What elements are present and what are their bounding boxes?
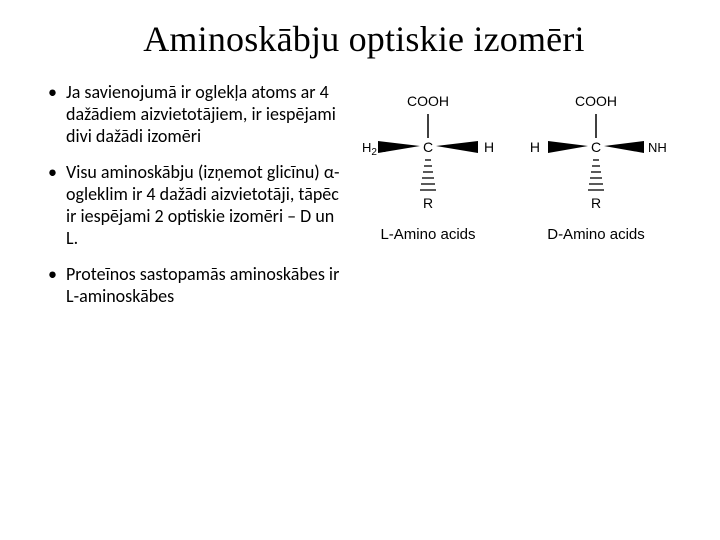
label-h: H [484,139,494,155]
wedge-solid-right [436,141,478,153]
label-c: C [591,139,601,155]
molecule-d-svg: COOH C H NH2 [526,86,666,216]
body-row: Ja savienojumā ir oglekļa atoms ar 4 daž… [48,82,680,322]
label-c: C [423,139,433,155]
label-cooh: COOH [575,93,617,109]
molecule-l: COOH C H2N H [358,86,498,322]
bullet-list: Ja savienojumā ir oglekļa atoms ar 4 daž… [48,82,348,322]
label-cooh: COOH [407,93,449,109]
molecule-d: COOH C H NH2 [526,86,666,322]
molecule-l-caption: L-Amino acids [380,226,475,243]
wedge-hashed [588,160,604,190]
label-h2n: H2N [362,140,386,158]
label-h: H [530,139,540,155]
label-r: R [423,195,433,211]
bullet-item: Proteīnos sastopamās aminoskābes ir L-am… [48,264,348,308]
wedge-solid-right [604,141,644,153]
wedge-hashed [420,160,436,190]
bullet-item: Visu aminoskābju (izņemot glicīnu) α-ogl… [48,162,348,250]
label-r: R [591,195,601,211]
figure-column: COOH C H2N H [358,82,680,322]
label-nh2: NH2 [648,140,666,158]
bullet-item: Ja savienojumā ir oglekļa atoms ar 4 daž… [48,82,348,148]
molecule-d-caption: D-Amino acids [547,226,645,243]
wedge-solid [548,141,588,153]
page-title: Aminoskābju optiskie izomēri [48,18,680,60]
molecule-l-svg: COOH C H2N H [358,86,498,216]
slide: Aminoskābju optiskie izomēri Ja savienoj… [0,0,720,540]
